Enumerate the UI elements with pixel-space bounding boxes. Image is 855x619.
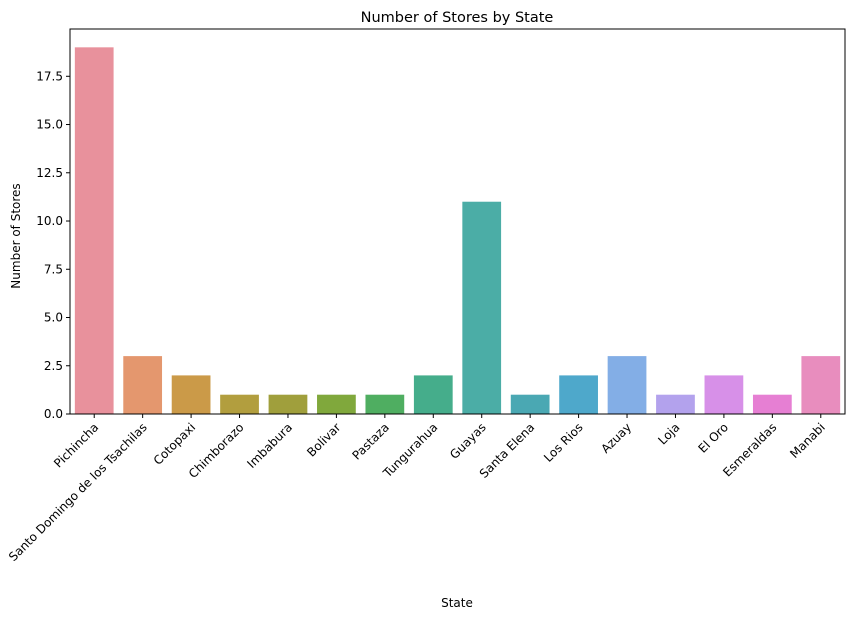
y-axis: 0.0 2.5 5.0 7.5 10.0 12.5 15.0 17.5 (36, 69, 70, 421)
y-tick-label: 7.5 (44, 262, 63, 276)
bar-cotopaxi (171, 375, 211, 414)
y-tick-label: 2.5 (44, 359, 63, 373)
bar-pastaza (365, 394, 405, 414)
plot-frame (69, 28, 846, 415)
y-tick-label: 10.0 (36, 214, 63, 228)
x-axis-label: State (441, 596, 473, 610)
x-tick-label: El Oro (696, 420, 731, 455)
bar-azuay (607, 356, 647, 414)
bar-manabi (801, 356, 841, 414)
x-tick-label: Loja (655, 420, 682, 447)
y-tick-label: 12.5 (36, 166, 63, 180)
bar-santa-elena (510, 394, 550, 414)
bar-los-rios (559, 375, 598, 414)
x-tick-label: Imbabura (244, 420, 295, 471)
y-tick-label: 0.0 (44, 407, 63, 421)
bar-pichincha (74, 47, 114, 414)
x-tick-label: Los Rios (541, 420, 586, 465)
y-tick-label: 5.0 (44, 311, 63, 325)
bar-esmeraldas (752, 394, 792, 414)
y-axis-label: Number of Stores (9, 183, 23, 288)
bars-group (74, 47, 841, 414)
x-tick-label: Guayas (447, 420, 489, 462)
bar-imbabura (268, 394, 308, 414)
bar-guayas (462, 201, 502, 414)
bar-el-oro (704, 375, 744, 414)
bar-tungurahua (413, 375, 453, 414)
x-tick-label: Azuay (598, 420, 634, 456)
chart-title: Number of Stores by State (361, 10, 554, 26)
y-tick-label: 17.5 (36, 69, 63, 83)
bar-loja (656, 394, 695, 414)
y-tick-label: 15.0 (36, 118, 63, 132)
x-tick-label: Manabi (787, 420, 828, 461)
x-tick-label: Pastaza (349, 420, 391, 462)
bar-bolivar (317, 394, 356, 414)
x-tick-label: Pichincha (51, 420, 101, 470)
bar-chimborazo (220, 394, 259, 414)
bar-santo-domingo-de-los-tsachilas (123, 356, 163, 414)
x-tick-label: Cotopaxi (151, 420, 199, 468)
x-tick-label: Bolivar (304, 420, 343, 459)
